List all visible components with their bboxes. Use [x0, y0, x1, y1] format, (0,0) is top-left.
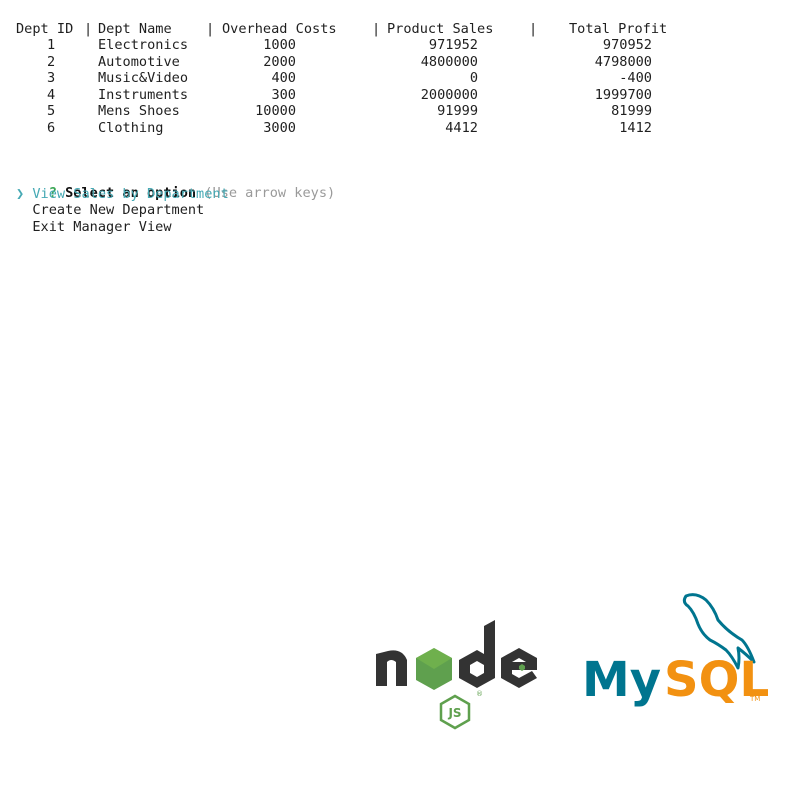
menu-option-create-department[interactable]: Create New Department	[16, 202, 204, 218]
cell-total-profit: 970952	[602, 37, 652, 53]
cell-dept-name: Electronics	[98, 37, 189, 53]
cell-dept-id: 1	[47, 37, 56, 53]
header-sep: |	[206, 21, 215, 37]
terminal-output: Dept ID | Dept Name | Overhead Costs | P…	[0, 0, 800, 260]
node-reg-mark: ®	[476, 690, 483, 698]
cell-overhead: 300	[271, 87, 296, 103]
header-dept-id: Dept ID	[16, 21, 74, 37]
node-letter-d	[459, 620, 495, 688]
menu-option-label: View Sales by Department	[32, 186, 229, 202]
cell-total-profit: 1412	[619, 120, 652, 136]
header-dept-name: Dept Name	[98, 21, 172, 37]
cell-overhead: 10000	[255, 103, 296, 119]
cell-overhead: 400	[271, 70, 296, 86]
cell-dept-name: Clothing	[98, 120, 164, 136]
mysql-dolphin-icon	[682, 593, 756, 670]
cell-total-profit: 4798000	[594, 54, 652, 70]
mysql-tm-mark: TM	[749, 695, 760, 703]
cell-dept-name: Instruments	[98, 87, 189, 103]
pointer-icon: ❯	[16, 186, 25, 202]
cell-total-profit: -400	[619, 70, 652, 86]
menu-option-exit[interactable]: Exit Manager View	[16, 219, 172, 235]
mysql-logo: My SQL TM	[582, 593, 768, 708]
node-letter-n	[376, 650, 407, 686]
mysql-text-my: My	[582, 652, 661, 708]
header-sep: |	[372, 21, 381, 37]
logos-area: JS ® My SQL TM	[0, 580, 800, 740]
mysql-text-sql: SQL	[664, 652, 768, 708]
cell-product-sales: 971952	[428, 37, 478, 53]
header-overhead: Overhead Costs	[222, 21, 337, 37]
cell-product-sales: 91999	[437, 103, 478, 119]
cell-dept-name: Music&Video	[98, 70, 189, 86]
header-product-sales: Product Sales	[387, 21, 494, 37]
cell-dept-id: 5	[47, 103, 56, 119]
cell-overhead: 3000	[263, 120, 296, 136]
prompt-marker-icon: ?	[48, 185, 57, 201]
menu-option-view-sales[interactable]: ❯ View Sales by Department	[16, 186, 229, 202]
cell-total-profit: 81999	[611, 103, 652, 119]
node-js-badge-icon	[439, 694, 471, 730]
header-total-profit: Total Profit	[569, 21, 668, 37]
menu-option-label: Create New Department	[32, 202, 205, 218]
cell-dept-name: Mens Shoes	[98, 103, 180, 119]
cell-dept-id: 4	[47, 87, 56, 103]
prompt-question: Select an option	[65, 185, 197, 201]
cell-product-sales: 2000000	[420, 87, 478, 103]
header-sep: |	[84, 21, 93, 37]
cell-dept-id: 3	[47, 70, 56, 86]
cell-product-sales: 4412	[445, 120, 478, 136]
prompt-hint: (Use arrow keys)	[204, 185, 336, 201]
cell-dept-name: Automotive	[98, 54, 180, 70]
select-prompt: ? Select an option (Use arrow keys)	[16, 169, 335, 217]
cell-dept-id: 6	[47, 120, 56, 136]
cell-product-sales: 4800000	[420, 54, 478, 70]
cell-overhead: 2000	[263, 54, 296, 70]
cell-dept-id: 2	[47, 54, 56, 70]
cell-product-sales: 0	[469, 70, 478, 86]
node-js-badge-text: JS	[447, 706, 461, 720]
cell-overhead: 1000	[263, 37, 296, 53]
cell-total-profit: 1999700	[594, 87, 652, 103]
menu-option-label: Exit Manager View	[32, 219, 172, 235]
nodejs-logo: JS ®	[376, 620, 537, 730]
header-sep: |	[529, 21, 538, 37]
